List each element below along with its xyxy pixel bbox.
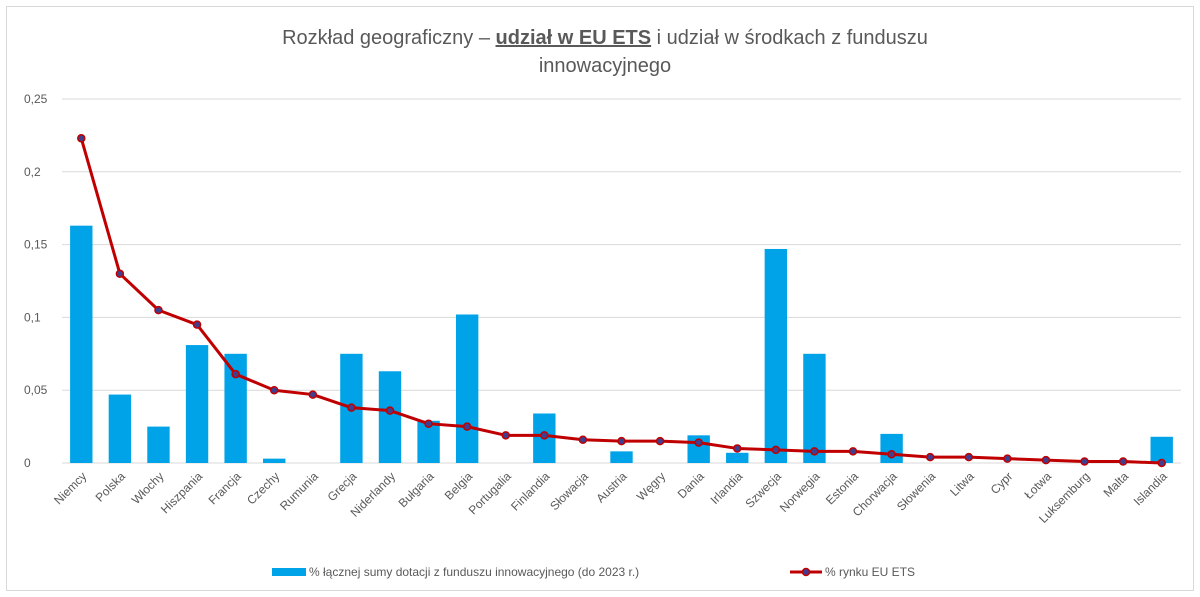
line-marker <box>115 269 125 278</box>
line-marker <box>1118 457 1128 466</box>
bar <box>378 371 402 463</box>
line-marker <box>462 422 472 431</box>
bar <box>224 353 247 463</box>
line-marker <box>848 447 858 456</box>
bar <box>185 345 209 463</box>
bar <box>803 353 826 463</box>
line-marker <box>192 320 202 329</box>
line-marker <box>1041 455 1051 465</box>
bar <box>263 458 286 463</box>
y-tick-label: 0,15 <box>24 238 48 252</box>
line-marker <box>347 403 356 412</box>
line-marker <box>385 406 395 415</box>
line-marker <box>1003 454 1012 463</box>
y-tick-label: 0,1 <box>24 310 41 324</box>
y-tick-label: 0,2 <box>24 165 41 179</box>
bar <box>610 451 633 463</box>
line-marker <box>964 452 974 462</box>
line-marker <box>540 431 549 440</box>
legend-label: % rynku EU ETS <box>825 565 915 579</box>
bar <box>455 314 479 463</box>
line-marker <box>501 431 510 440</box>
y-tick-label: 0 <box>24 456 31 470</box>
bar <box>147 426 170 463</box>
bar <box>417 420 440 463</box>
line-marker <box>231 369 240 379</box>
line-marker <box>308 390 318 399</box>
line-marker <box>694 438 703 447</box>
line-marker <box>733 444 742 453</box>
legend-swatch <box>272 568 306 576</box>
line-marker <box>578 435 588 444</box>
line-marker <box>154 305 163 315</box>
legend-label: % łącznej sumy dotacji z funduszu innowa… <box>309 565 639 579</box>
bar <box>726 452 749 463</box>
bar <box>880 433 903 463</box>
legend-swatch <box>801 567 811 577</box>
bar <box>108 394 132 463</box>
chart-title: Rozkład geograficzny – udział w EU ETS i… <box>282 27 928 49</box>
line-marker <box>617 436 626 446</box>
line-marker <box>1157 458 1166 468</box>
line-marker <box>925 452 935 462</box>
line-marker <box>655 436 665 446</box>
line-marker <box>1080 457 1089 466</box>
line-marker <box>887 450 896 459</box>
bar <box>70 225 93 463</box>
y-tick-label: 0,05 <box>24 383 48 397</box>
title-part: Rozkład geograficzny – <box>282 27 495 49</box>
title-part: i udział w środkach z funduszu <box>651 27 928 49</box>
line-marker <box>810 447 819 456</box>
y-tick-label: 0,25 <box>24 92 48 106</box>
bar <box>1150 436 1173 463</box>
chart-title: innowacyjnego <box>539 55 671 77</box>
title-emphasis: udział w EU ETS <box>496 27 652 49</box>
line-marker <box>424 419 433 428</box>
line-marker <box>269 385 279 395</box>
line-marker <box>77 134 86 143</box>
chart-border <box>6 6 1194 591</box>
line-marker <box>771 445 781 455</box>
bar <box>764 248 788 463</box>
